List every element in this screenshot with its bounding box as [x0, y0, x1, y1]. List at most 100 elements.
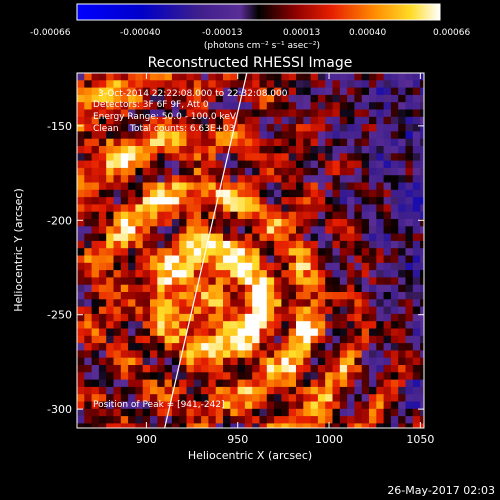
heatmap-cell [142, 233, 151, 242]
heatmap-cell [420, 379, 424, 388]
heatmap-cell [405, 386, 414, 395]
heatmap-cell [98, 306, 107, 315]
heatmap-cell [120, 160, 129, 169]
heatmap-cell [179, 189, 187, 198]
heatmap-cell [303, 321, 311, 329]
heatmap-cell [332, 102, 341, 110]
heatmap-cell [215, 379, 224, 388]
heatmap-cell [142, 131, 151, 140]
heatmap-cell [347, 401, 355, 410]
heatmap-cell [208, 270, 217, 278]
heatmap-cell [91, 211, 100, 220]
heatmap-cell [164, 401, 173, 410]
heatmap-cell [142, 277, 151, 286]
heatmap-cell [420, 87, 424, 96]
heatmap-cell [91, 292, 100, 300]
heatmap-cell [77, 292, 85, 300]
heatmap-cell [201, 262, 209, 271]
heatmap-cell [398, 94, 406, 103]
heatmap-cell [98, 160, 107, 169]
heatmap-cell [164, 73, 173, 81]
heatmap-cell [193, 167, 202, 176]
heatmap-cell [390, 357, 399, 366]
heatmap-cell [223, 284, 231, 293]
heatmap-cell [405, 124, 414, 132]
heatmap-cell [98, 328, 107, 337]
heatmap-cell [128, 255, 136, 264]
heatmap-cell [376, 233, 384, 242]
heatmap-cell [244, 87, 253, 96]
heatmap-cell [128, 350, 136, 359]
heatmap-cell [244, 321, 253, 329]
x-axis-label: Heliocentric X (arcsec) [188, 449, 312, 462]
heatmap-cell [274, 197, 282, 205]
heatmap-cell [252, 394, 260, 402]
heatmap-cell [106, 343, 114, 351]
heatmap-cell [244, 248, 253, 256]
heatmap-cell [252, 292, 260, 300]
heatmap-cell [186, 401, 195, 410]
heatmap-cell [310, 372, 319, 380]
heatmap-cell [266, 416, 275, 424]
heatmap-cell [237, 240, 246, 249]
heatmap-cell [237, 138, 246, 147]
heatmap-cell [274, 408, 282, 417]
heatmap-cell [281, 255, 290, 264]
heatmap-cell [339, 175, 348, 183]
heatmap-cell [237, 167, 246, 176]
heatmap-cell [398, 416, 406, 424]
heatmap-cell [325, 306, 333, 315]
heatmap-cell [398, 321, 406, 329]
heatmap-cell [106, 138, 114, 147]
heatmap-cell [259, 313, 268, 322]
heatmap-cell [383, 219, 392, 227]
heatmap-cell [310, 226, 319, 234]
heatmap-cell [201, 73, 209, 81]
heatmap-cell [157, 233, 165, 242]
heatmap-cell [77, 262, 85, 271]
heatmap-cell [412, 313, 421, 322]
heatmap-cell [164, 146, 173, 154]
heatmap-cell [412, 219, 421, 227]
heatmap-cell [171, 299, 180, 307]
heatmap-cell [405, 321, 414, 329]
heatmap-cell [354, 306, 363, 315]
heatmap-cell [171, 306, 180, 315]
heatmap-cell [142, 284, 151, 293]
heatmap-cell [332, 146, 341, 154]
heatmap-cell [113, 343, 122, 351]
heatmap-cell [361, 255, 370, 264]
heatmap-cell [186, 299, 195, 307]
heatmap-cell [383, 416, 392, 424]
heatmap-cell [120, 197, 129, 205]
heatmap-cell [361, 80, 370, 88]
heatmap-cell [281, 401, 290, 410]
heatmap-cell [266, 277, 275, 286]
heatmap-cell [412, 408, 421, 417]
heatmap-cell [179, 416, 187, 424]
heatmap-cell [223, 365, 231, 373]
heatmap-cell [325, 394, 333, 402]
heatmap-cell [317, 335, 326, 344]
heatmap-cell [113, 321, 122, 329]
heatmap-cell [157, 226, 165, 234]
heatmap-cell [230, 365, 238, 373]
heatmap-cell [135, 102, 144, 110]
heatmap-cell [91, 226, 100, 234]
heatmap-cell [274, 116, 282, 125]
heatmap-cell [325, 270, 333, 278]
heatmap-cell [113, 255, 122, 264]
heatmap-cell [405, 204, 414, 213]
heatmap-cell [106, 379, 114, 388]
heatmap-cell [310, 109, 319, 118]
heatmap-cell [376, 335, 384, 344]
heatmap-cell [303, 416, 311, 424]
x-tick-label: 950 [227, 433, 248, 446]
heatmap-cell [113, 423, 122, 428]
heatmap-cell [84, 313, 92, 322]
heatmap-cell [266, 80, 275, 88]
heatmap-cell [332, 372, 341, 380]
heatmap-cell [252, 240, 260, 249]
heatmap-cell [252, 153, 260, 161]
heatmap-cell [339, 401, 348, 410]
